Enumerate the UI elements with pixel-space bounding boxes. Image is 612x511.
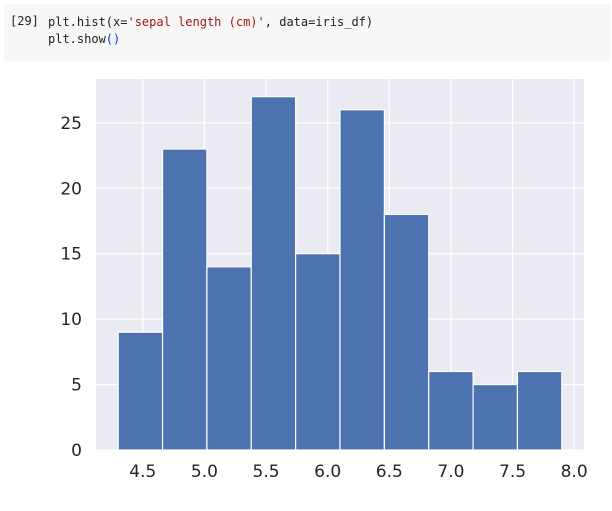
histogram-bar xyxy=(428,370,474,451)
histogram-bars xyxy=(117,96,563,451)
code-string: 'sepal length (cm)' xyxy=(127,15,265,29)
y-tick-label: 5 xyxy=(71,376,82,396)
histogram-bar xyxy=(250,96,297,451)
x-axis: 4.5 5.0 5.5 6.0 6.5 7.0 7.5 8.0 xyxy=(129,462,587,482)
histogram-bar xyxy=(383,213,430,451)
histogram-bar xyxy=(339,109,385,451)
x-tick-label: 8.0 xyxy=(561,462,588,482)
code-parens: () xyxy=(105,32,121,46)
y-tick-label: 25 xyxy=(60,114,82,134)
x-tick-label: 6.5 xyxy=(376,462,403,482)
x-tick-label: 5.0 xyxy=(191,462,218,482)
x-tick-label: 7.5 xyxy=(499,462,526,482)
y-tick-label: 10 xyxy=(60,310,82,330)
y-tick-label: 20 xyxy=(60,179,82,199)
x-tick-label: 4.5 xyxy=(129,462,156,482)
histogram-bar xyxy=(516,370,563,451)
code-text: plt.show xyxy=(48,32,106,46)
y-tick-label: 15 xyxy=(60,245,82,265)
execution-count: [29] xyxy=(10,14,39,28)
histogram-bar xyxy=(117,331,164,451)
x-tick-label: 7.0 xyxy=(437,462,464,482)
histogram-bar xyxy=(161,148,208,451)
code-text: plt.hist(x= xyxy=(48,15,128,29)
histogram-bar xyxy=(295,253,341,451)
code-text: , data=iris_df) xyxy=(264,15,374,29)
code-editor[interactable]: plt.hist(x='sepal length (cm)', data=iri… xyxy=(48,14,373,48)
y-tick-label: 0 xyxy=(71,441,82,461)
x-tick-label: 6.0 xyxy=(314,462,341,482)
x-tick-label: 5.5 xyxy=(253,462,280,482)
code-cell[interactable]: [29] plt.hist(x='sepal length (cm)', dat… xyxy=(4,4,610,62)
y-axis: 0 5 10 15 20 25 xyxy=(60,114,82,461)
histogram-bar xyxy=(206,266,252,451)
histogram-bar xyxy=(472,383,519,451)
